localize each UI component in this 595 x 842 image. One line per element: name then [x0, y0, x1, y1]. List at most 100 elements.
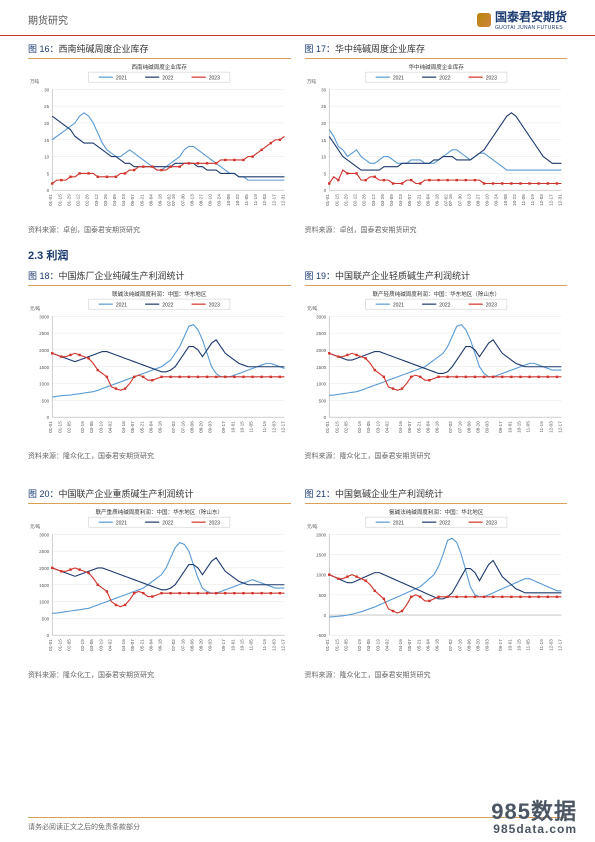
- chart-18-index: 图 18：: [28, 271, 59, 281]
- chart-17-svg: 华中纯碱周度企业库存202120222023万吨05101520253001-0…: [305, 61, 568, 223]
- svg-text:04-02: 04-02: [107, 639, 112, 651]
- svg-text:500: 500: [318, 398, 326, 403]
- svg-text:08-06: 08-06: [189, 420, 194, 432]
- svg-text:12-17: 12-17: [280, 420, 285, 432]
- chart-21: 图 21：中国氨碱企业生产利润统计 氨碱法纯碱周度利润：中国：华北地区20212…: [305, 487, 568, 686]
- svg-text:05-07: 05-07: [407, 194, 412, 206]
- svg-text:2000: 2000: [39, 347, 50, 352]
- svg-text:01-01: 01-01: [325, 194, 330, 206]
- svg-text:2023: 2023: [209, 521, 220, 527]
- page-footer: 请务必阅读正文之后的免责条款部分: [28, 817, 567, 832]
- svg-text:03-19: 03-19: [98, 420, 103, 432]
- svg-text:04-16: 04-16: [398, 639, 403, 651]
- svg-text:05-21: 05-21: [139, 420, 144, 432]
- svg-text:氨碱法纯碱周度利润：中国：华北地区: 氨碱法纯碱周度利润：中国：华北地区: [389, 508, 484, 516]
- spacer: [28, 469, 567, 487]
- svg-text:11-05: 11-05: [249, 639, 254, 651]
- svg-text:500: 500: [42, 616, 50, 621]
- chart-16: 图 16：西南纯碱周度企业库存 西南纯碱周度企业库存202120222023万吨…: [28, 42, 291, 241]
- page-header: 期货研究 国泰君安期货 GUOTAI JUNAN FUTURES: [0, 0, 595, 36]
- svg-text:02-05: 02-05: [66, 420, 71, 432]
- svg-text:01-01: 01-01: [48, 639, 53, 651]
- svg-text:06-04: 06-04: [425, 194, 430, 206]
- chart-17-title: 图 17：华中纯碱周度企业库存: [305, 42, 568, 59]
- chart-19-caption: 资料来源：隆众化工，国泰君安期货研究: [305, 451, 568, 461]
- svg-text:3000: 3000: [39, 532, 50, 537]
- svg-text:2021: 2021: [116, 521, 127, 527]
- svg-text:12-03: 12-03: [548, 639, 553, 651]
- svg-text:01-01: 01-01: [325, 639, 330, 651]
- svg-text:2500: 2500: [39, 331, 50, 336]
- chart-20-index: 图 20：: [28, 489, 59, 499]
- svg-text:12-03: 12-03: [548, 420, 553, 432]
- svg-text:07-16: 07-16: [457, 639, 462, 651]
- svg-text:2021: 2021: [392, 302, 403, 308]
- chart-21-caption: 资料来源：隆众化工，国泰君安期货研究: [305, 670, 568, 680]
- chart-20-title: 图 20：中国联产企业重质碱生产利润统计: [28, 487, 291, 504]
- svg-text:09-17: 09-17: [498, 639, 503, 651]
- svg-text:02-26: 02-26: [85, 194, 90, 206]
- svg-text:07-16: 07-16: [457, 420, 462, 432]
- page-content: 图 16：西南纯碱周度企业库存 西南纯碱周度企业库存202120222023万吨…: [0, 36, 595, 686]
- svg-text:万吨: 万吨: [307, 78, 317, 85]
- svg-text:05-07: 05-07: [130, 639, 135, 651]
- chart-19: 图 19：中国联产企业轻质碱生产利润统计 联产轻质纯碱周度利润：中国：华东地区（…: [305, 269, 568, 468]
- watermark-big: 985数据: [491, 799, 577, 824]
- svg-text:12-17: 12-17: [557, 639, 562, 651]
- svg-text:元/吨: 元/吨: [307, 305, 318, 312]
- svg-text:2022: 2022: [439, 302, 450, 308]
- chart-16-svg: 西南纯碱周度企业库存202120222023万吨05101520253001-0…: [28, 61, 291, 223]
- svg-text:04-23: 04-23: [398, 194, 403, 206]
- svg-text:12-03: 12-03: [262, 194, 267, 206]
- svg-text:10-22: 10-22: [235, 194, 240, 206]
- svg-text:500: 500: [42, 398, 50, 403]
- svg-text:2021: 2021: [392, 521, 403, 527]
- svg-text:3000: 3000: [316, 314, 327, 319]
- svg-text:1000: 1000: [39, 600, 50, 605]
- svg-text:04-02: 04-02: [107, 420, 112, 432]
- svg-text:0: 0: [323, 613, 326, 618]
- watermark-url: 985data.com: [491, 823, 577, 836]
- svg-text:07-16: 07-16: [171, 194, 176, 206]
- svg-text:06-18: 06-18: [158, 194, 163, 206]
- svg-text:01-01: 01-01: [48, 194, 53, 206]
- svg-text:02-05: 02-05: [343, 639, 348, 651]
- svg-text:06-04: 06-04: [425, 639, 430, 651]
- svg-text:11-05: 11-05: [521, 194, 526, 206]
- svg-text:04-16: 04-16: [121, 639, 126, 651]
- chart-row-1: 图 16：西南纯碱周度企业库存 西南纯碱周度企业库存202120222023万吨…: [28, 42, 567, 241]
- svg-text:03-05: 03-05: [89, 639, 94, 651]
- svg-text:0: 0: [47, 188, 50, 193]
- svg-text:西南纯碱周度企业库存: 西南纯碱周度企业库存: [132, 63, 188, 71]
- svg-text:04-16: 04-16: [121, 420, 126, 432]
- svg-text:06-04: 06-04: [425, 420, 430, 432]
- svg-text:2021: 2021: [392, 76, 403, 82]
- svg-text:12-31: 12-31: [557, 194, 562, 206]
- svg-text:12-31: 12-31: [280, 194, 285, 206]
- svg-text:10-01: 10-01: [230, 639, 235, 651]
- svg-text:30: 30: [44, 87, 50, 92]
- svg-text:2023: 2023: [485, 302, 496, 308]
- chart-20-svg: 联产重质纯碱周度利润：中国：华东地区（除山东）202120222023元/吨05…: [28, 506, 291, 668]
- svg-text:2021: 2021: [116, 302, 127, 308]
- chart-20-title-text: 中国联产企业重质碱生产利润统计: [59, 489, 194, 499]
- header-category: 期货研究: [28, 12, 68, 27]
- svg-text:12-17: 12-17: [557, 420, 562, 432]
- chart-20-caption: 资料来源：隆众化工，国泰君安期货研究: [28, 670, 291, 680]
- svg-text:08-13: 08-13: [189, 194, 194, 206]
- svg-text:2021: 2021: [116, 76, 127, 82]
- svg-text:11-05: 11-05: [244, 194, 249, 206]
- svg-text:2022: 2022: [439, 521, 450, 527]
- svg-text:08-06: 08-06: [466, 420, 471, 432]
- section-heading-2-3: 2.3 利润: [28, 247, 567, 263]
- svg-text:02-19: 02-19: [80, 639, 85, 651]
- svg-text:09-10: 09-10: [484, 194, 489, 206]
- svg-text:12-03: 12-03: [271, 639, 276, 651]
- svg-text:02-12: 02-12: [76, 194, 81, 206]
- svg-text:03-12: 03-12: [94, 194, 99, 206]
- svg-text:07-02: 07-02: [448, 420, 453, 432]
- svg-text:03-19: 03-19: [375, 420, 380, 432]
- svg-text:02-26: 02-26: [361, 194, 366, 206]
- svg-text:06-04: 06-04: [148, 639, 153, 651]
- svg-text:01-01: 01-01: [325, 420, 330, 432]
